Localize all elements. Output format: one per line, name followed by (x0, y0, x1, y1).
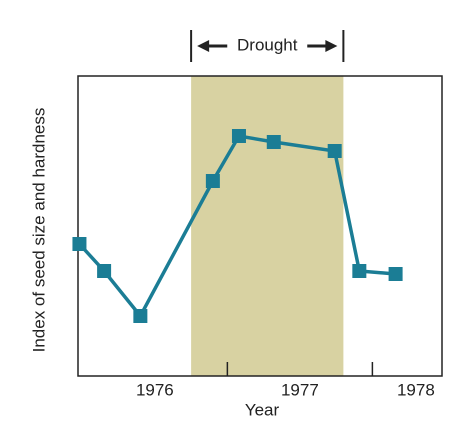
arrow-head (197, 40, 210, 52)
marker (205, 174, 220, 188)
marker (97, 264, 112, 278)
drought-shade (191, 76, 344, 376)
x-axis-label: Year (245, 400, 280, 419)
x-tick-label: 1977 (281, 380, 319, 399)
marker (327, 144, 342, 158)
x-tick-label: 1978 (397, 380, 435, 399)
marker (133, 309, 148, 323)
marker (231, 129, 246, 143)
marker (72, 237, 87, 251)
arrow-head (325, 40, 338, 52)
marker (352, 264, 367, 278)
x-tick-label: 1976 (136, 380, 174, 399)
marker (266, 135, 281, 149)
marker (388, 267, 403, 281)
plot-frame (77, 75, 443, 377)
y-axis-label: Index of seed size and hardness (29, 108, 48, 353)
drought-label: Drought (237, 35, 298, 54)
